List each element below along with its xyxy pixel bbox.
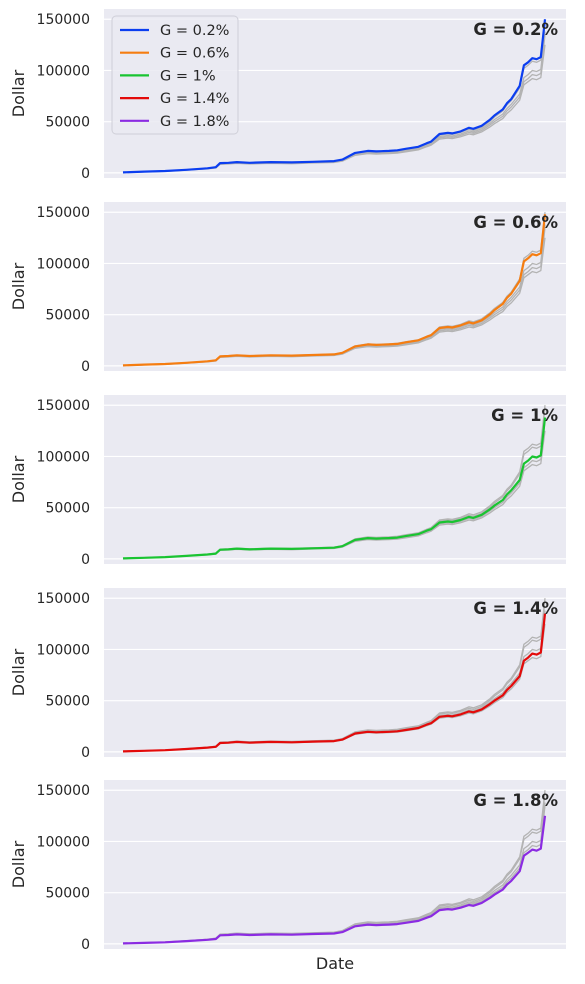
y-tick-label: 100000 (37, 449, 90, 465)
subplot-2: 0 50000 100000 150000 Dollar G = 0.6% (9, 202, 566, 375)
legend-entry: G = 0.2% (160, 23, 229, 39)
y-tick-label: 150000 (37, 783, 90, 799)
plot-area (104, 588, 566, 757)
y-tick-label: 50000 (45, 115, 90, 131)
legend-entry: G = 1.8% (160, 114, 229, 130)
panel-title: G = 1% (491, 406, 558, 425)
y-tick-label: 0 (81, 745, 90, 761)
y-tick-label: 0 (81, 166, 90, 182)
series-line (122, 417, 547, 560)
y-tick-label: 50000 (45, 501, 90, 517)
y-tick-label: 100000 (37, 63, 90, 79)
panel-title: G = 1.8% (473, 791, 558, 810)
legend-entry: G = 0.6% (160, 46, 229, 62)
subplot-1: 0 50000 100000 150000 Dollar G = 0.2% (9, 9, 566, 182)
y-tick-label: 100000 (37, 256, 90, 272)
subplot-5: 0 50000 100000 150000 Dollar G = 1.8% (9, 780, 566, 953)
x-axis-label: Date (316, 954, 354, 973)
subplot-3: 0 50000 100000 150000 Dollar G = 1% (9, 395, 566, 568)
panel-title: G = 0.6% (473, 213, 558, 232)
y-axis-label: Dollar (9, 69, 28, 117)
y-axis-label: Dollar (9, 840, 28, 888)
series-line (122, 815, 547, 945)
y-tick-label: 150000 (37, 398, 90, 414)
panel-title: G = 1.4% (473, 599, 558, 618)
y-tick-label: 50000 (45, 886, 90, 902)
y-tick-label: 150000 (37, 591, 90, 607)
y-tick-label: 100000 (37, 642, 90, 658)
comparison-series-line (122, 44, 546, 174)
plot-area (104, 395, 566, 564)
subplot-4: 0 50000 100000 150000 Dollar G = 1.4% (9, 588, 566, 761)
plot-area (104, 780, 566, 949)
y-tick-label: 0 (81, 359, 90, 375)
panels: 0 50000 100000 150000 Dollar G = 0.2% 0 50000 10… (9, 9, 566, 953)
y-tick-label: 100000 (37, 834, 90, 850)
legend: G = 0.2% G = 0.6% G = 1% G = 1.4% G = 1.8% (111, 15, 239, 135)
y-tick-label: 0 (81, 937, 90, 953)
series-line (122, 613, 547, 753)
panel-title: G = 0.2% (473, 20, 558, 39)
y-axis-label: Dollar (9, 648, 28, 696)
series-line (122, 214, 547, 367)
y-tick-label: 150000 (37, 205, 90, 221)
y-axis-label: Dollar (9, 455, 28, 503)
series-line (122, 19, 547, 174)
y-tick-label: 0 (81, 552, 90, 568)
y-tick-label: 50000 (45, 308, 90, 324)
legend-box (111, 15, 239, 135)
plot-area (104, 202, 566, 371)
y-tick-label: 150000 (37, 12, 90, 28)
y-tick-label: 50000 (45, 694, 90, 710)
legend-entry: G = 1% (160, 68, 216, 84)
y-axis-label: Dollar (9, 262, 28, 310)
legend-entry: G = 1.4% (160, 91, 229, 107)
